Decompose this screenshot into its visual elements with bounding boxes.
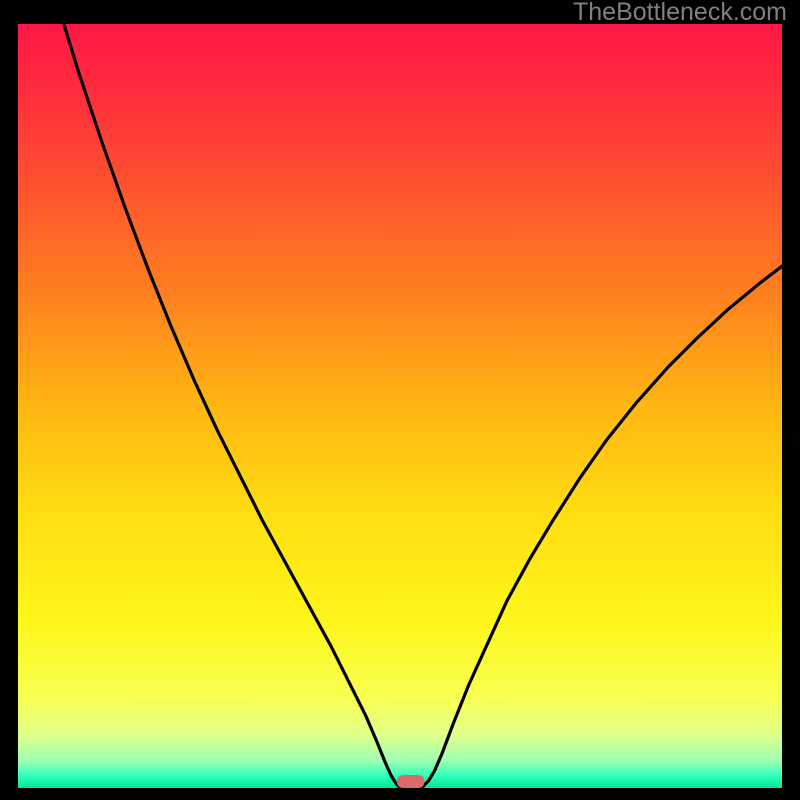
chart-svg: [18, 24, 782, 788]
chart-plot-area: [18, 24, 782, 788]
optimal-marker: [397, 775, 425, 788]
gradient-background: [18, 24, 782, 788]
watermark-text: TheBottleneck.com: [573, 0, 787, 27]
